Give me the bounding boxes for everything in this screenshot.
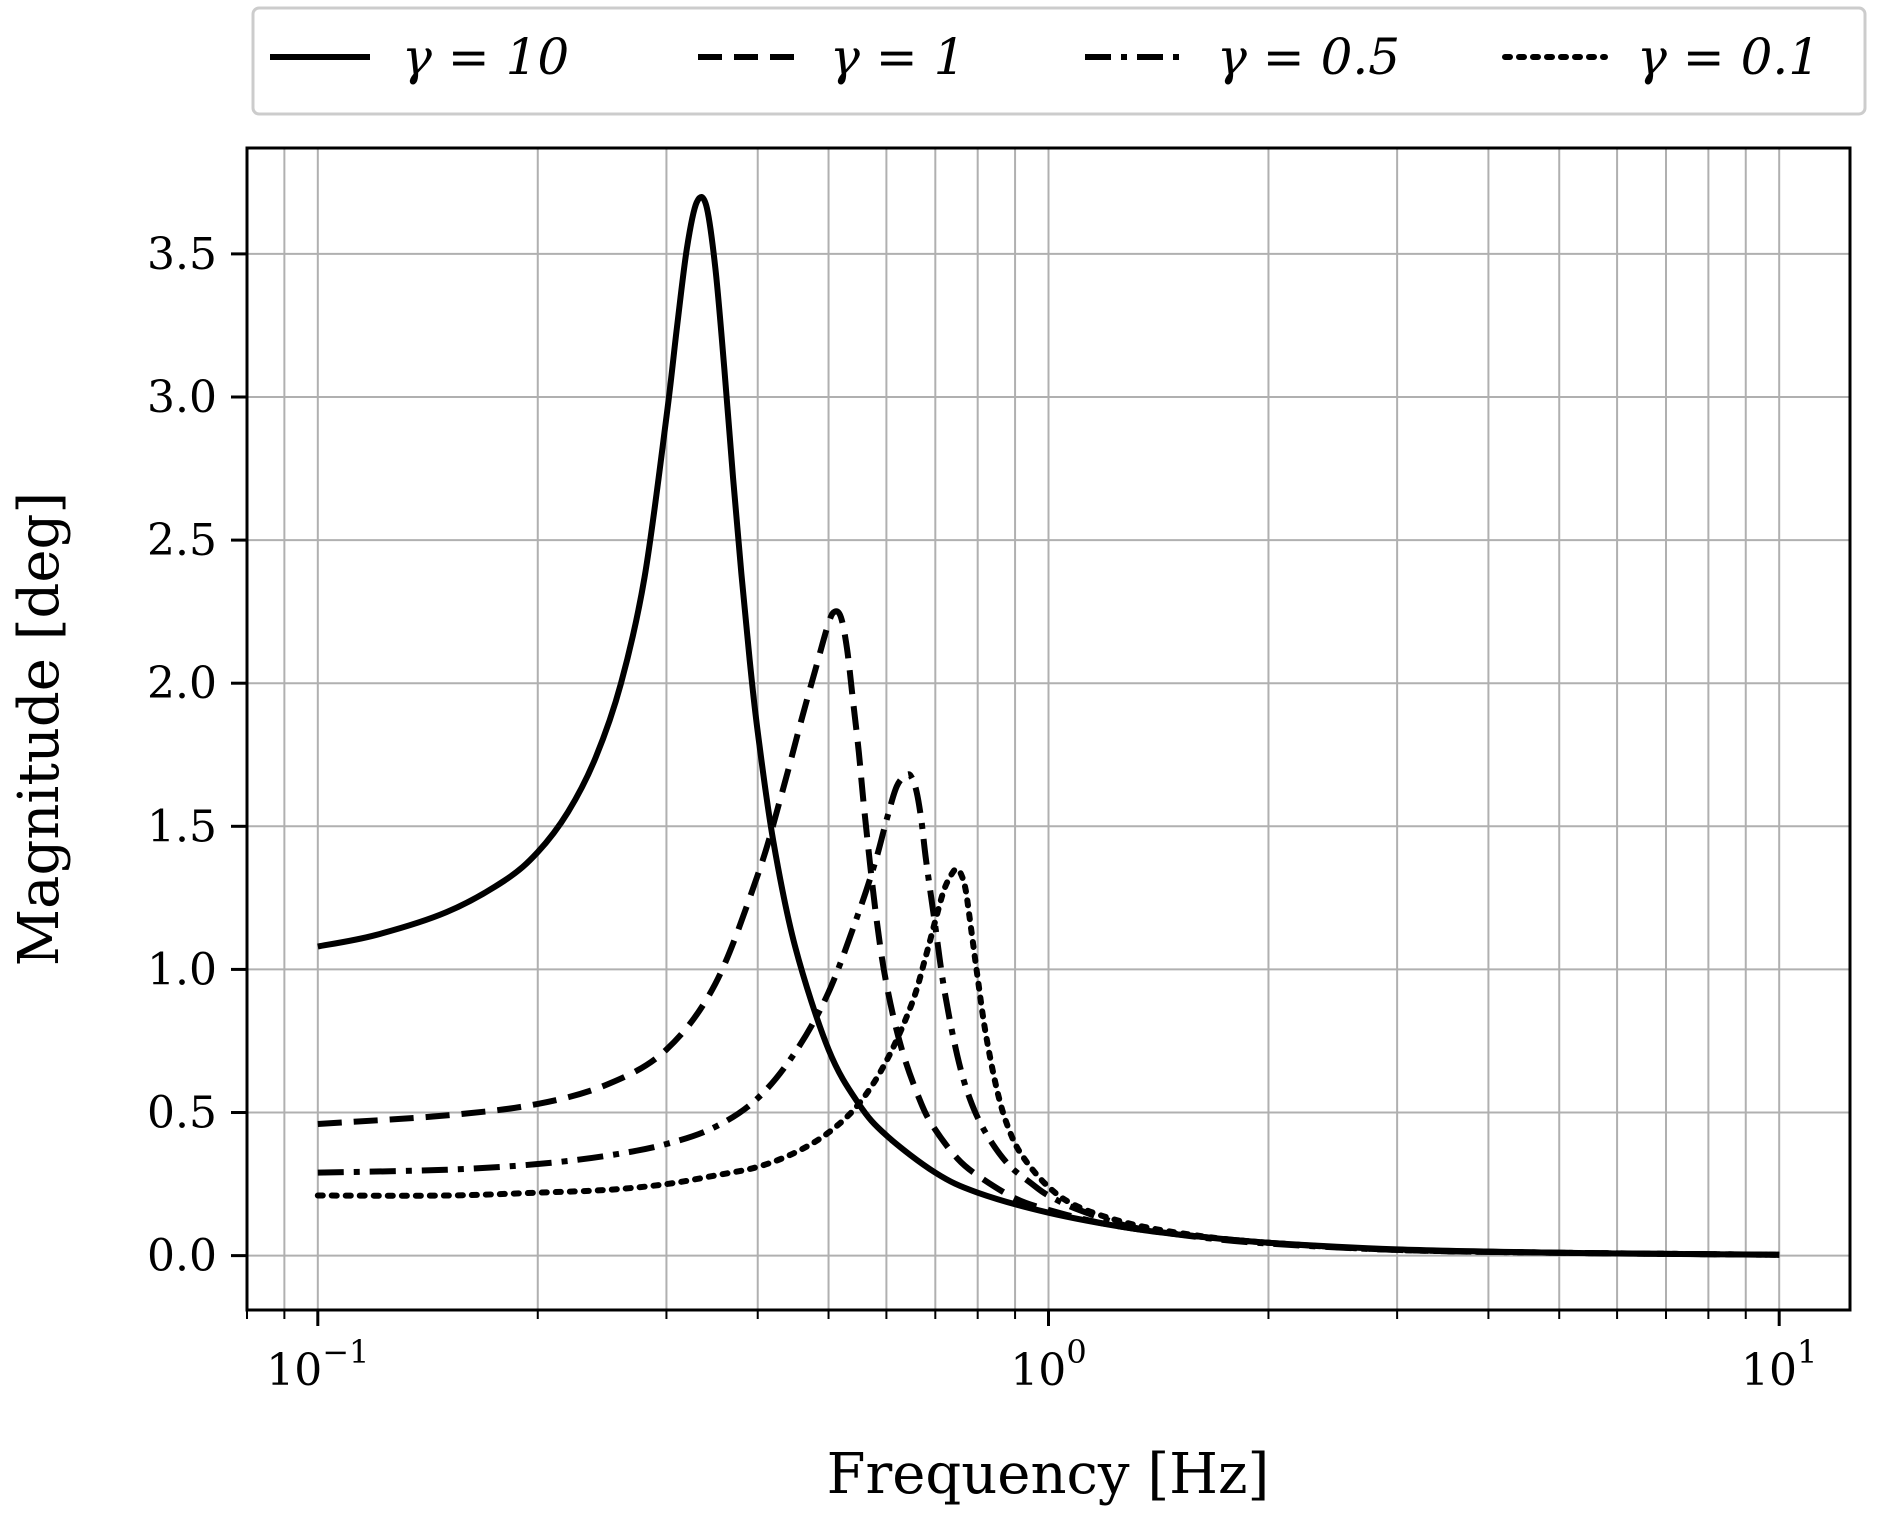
x-tick-label: 101 (1741, 1333, 1817, 1396)
legend: γ = 10 γ = 1 γ = 0.5 γ = 0.1 (251, 6, 1867, 116)
axis-ticks: 0.00.51.01.52.02.53.03.510−1 100 101 (147, 229, 1817, 1396)
y-tick-label: 2.0 (147, 658, 217, 709)
x-tick-label-base: 10 (1010, 1345, 1066, 1396)
legend-entry-label: γ = 10 (402, 28, 569, 86)
x-tick-label-base: 10 (1741, 1345, 1797, 1396)
grid-lines (246, 148, 1850, 1310)
y-tick-label: 2.5 (147, 515, 217, 566)
x-tick-label-exponent: −1 (322, 1333, 369, 1371)
legend-entry-label: γ = 0.5 (1217, 28, 1400, 86)
series-line-gamma-0-1 (314, 866, 1783, 1258)
legend-frame (251, 6, 1867, 116)
y-tick-label: 1.0 (147, 944, 217, 995)
x-tick-label: 100 (1010, 1333, 1086, 1396)
x-tick-label-exponent: 1 (1797, 1333, 1817, 1371)
x-axis-label: Frequency [Hz] (827, 1442, 1270, 1507)
series-layer (314, 194, 1783, 1258)
y-tick-label: 3.5 (147, 229, 217, 280)
y-tick-label: 0.0 (147, 1231, 217, 1282)
x-tick-label-exponent: 0 (1066, 1333, 1086, 1371)
y-axis-label: Magnitude [deg] (7, 492, 72, 966)
y-tick-label: 0.5 (147, 1088, 217, 1139)
x-tick-label: 10−1 (266, 1333, 369, 1396)
legend-entry-label: γ = 0.1 (1637, 28, 1820, 86)
x-tick-label-base: 10 (266, 1345, 322, 1396)
legend-entry-label: γ = 1 (830, 28, 965, 86)
y-tick-label: 3.0 (147, 372, 217, 423)
y-tick-label: 1.5 (147, 801, 217, 852)
